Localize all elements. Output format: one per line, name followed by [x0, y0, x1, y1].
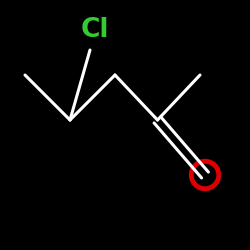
Text: Cl: Cl: [81, 17, 109, 43]
